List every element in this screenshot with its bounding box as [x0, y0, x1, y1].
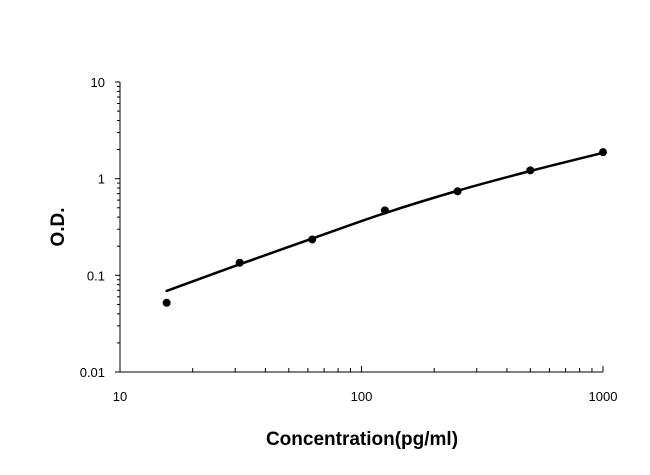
- data-point: [162, 298, 171, 307]
- axis-tick-labels: 0.01 0.1 1 10 10 100 1000: [80, 75, 618, 404]
- axes: 0.01 0.1 1 10 10 100 1000: [80, 75, 618, 404]
- data-points-layer: [162, 148, 607, 307]
- y-axis-title: O.D.: [48, 207, 69, 246]
- y-tick-label: 10: [91, 75, 105, 90]
- y-tick-label: 1: [98, 172, 105, 187]
- data-point: [235, 258, 244, 267]
- x-tick-label: 10: [113, 389, 127, 404]
- data-point: [380, 206, 389, 215]
- data-point: [599, 148, 607, 157]
- data-point: [526, 166, 535, 175]
- fitted-curve-layer: [165, 151, 605, 293]
- data-point: [308, 235, 317, 244]
- y-tick-label: 0.01: [80, 365, 105, 380]
- x-axis-title: Concentration(pg/ml): [266, 429, 458, 450]
- fitted-curve-line: [165, 151, 605, 293]
- axis-ticks: [115, 81, 604, 373]
- x-tick-label: 100: [351, 389, 373, 404]
- data-point: [453, 187, 462, 196]
- x-tick-label: 1000: [589, 389, 618, 404]
- y-tick-label: 0.1: [87, 268, 105, 283]
